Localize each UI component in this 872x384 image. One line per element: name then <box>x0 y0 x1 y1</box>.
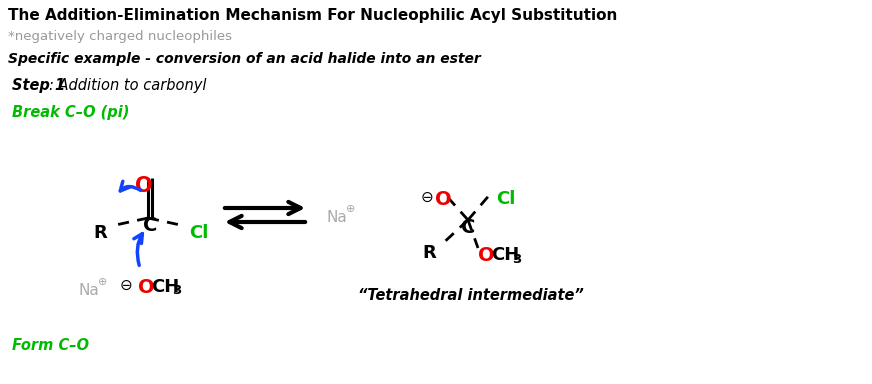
Text: O: O <box>434 190 452 209</box>
Text: 3: 3 <box>172 284 181 297</box>
Text: O: O <box>135 176 153 196</box>
Text: CH: CH <box>491 246 519 264</box>
Text: R: R <box>422 244 436 262</box>
Text: O: O <box>478 246 494 265</box>
Text: R: R <box>93 224 107 242</box>
Text: ⊖: ⊖ <box>120 278 133 293</box>
Text: Na: Na <box>326 210 347 225</box>
Text: The Addition-Elimination Mechanism For Nucleophilic Acyl Substitution: The Addition-Elimination Mechanism For N… <box>8 8 617 23</box>
Text: Break C–O (pi): Break C–O (pi) <box>12 105 129 120</box>
Text: *negatively charged nucleophiles: *negatively charged nucleophiles <box>8 30 232 43</box>
Text: Cl: Cl <box>496 190 515 208</box>
Text: CH: CH <box>151 278 180 296</box>
Text: C: C <box>143 216 157 235</box>
Text: O: O <box>138 278 154 297</box>
Text: Specific example - conversion of an acid halide into an ester: Specific example - conversion of an acid… <box>8 52 480 66</box>
Text: ⊖: ⊖ <box>421 190 433 205</box>
Text: ⊕: ⊕ <box>346 204 356 214</box>
Text: “Tetrahedral intermediate”: “Tetrahedral intermediate” <box>358 288 583 303</box>
Text: Cl: Cl <box>189 224 208 242</box>
Text: Form C–O: Form C–O <box>12 338 89 353</box>
Text: : Addition to carbonyl: : Addition to carbonyl <box>49 78 207 93</box>
Text: C: C <box>460 218 475 237</box>
Text: Na: Na <box>78 283 99 298</box>
Text: Step 1: Step 1 <box>12 78 65 93</box>
Text: ⊕: ⊕ <box>98 277 107 287</box>
Text: 3: 3 <box>512 253 521 266</box>
